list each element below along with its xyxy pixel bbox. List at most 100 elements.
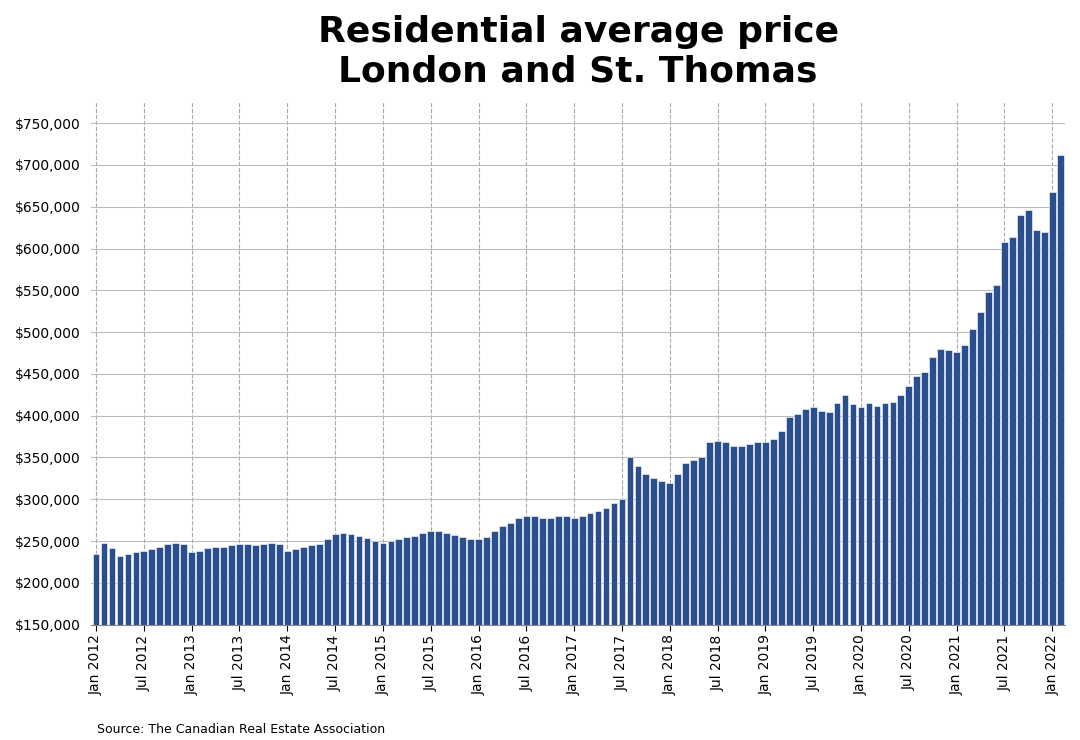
Bar [244,544,251,625]
Bar [546,518,554,625]
Bar [507,522,514,625]
Bar [858,407,864,625]
Bar [666,482,673,625]
Bar [1009,237,1016,625]
Bar [683,463,689,625]
Bar [954,352,960,625]
Bar [921,372,928,625]
Bar [1025,210,1031,625]
Bar [914,376,920,625]
Bar [826,411,833,625]
Bar [284,551,291,625]
Bar [515,518,522,625]
Bar [699,457,705,625]
Bar [324,539,330,625]
Bar [850,404,856,625]
Bar [443,533,450,625]
Bar [635,466,642,625]
Bar [714,441,721,625]
Bar [1032,230,1040,625]
Bar [468,539,474,625]
Bar [865,403,873,625]
Bar [483,537,490,625]
Bar [140,551,147,625]
Bar [260,545,267,625]
Bar [180,544,187,625]
Bar [173,542,179,625]
Bar [355,536,363,625]
Bar [579,516,585,625]
Bar [881,403,889,625]
Bar [419,533,427,625]
Bar [738,445,745,625]
Bar [379,542,387,625]
Bar [762,443,769,625]
Bar [1017,215,1024,625]
Bar [539,518,545,625]
Bar [220,547,227,625]
Bar [1001,242,1008,625]
Bar [372,541,378,625]
Bar [228,545,235,625]
Bar [945,351,953,625]
Bar [459,537,465,625]
Bar [268,542,274,625]
Bar [650,477,658,625]
Bar [300,547,307,625]
Bar [961,346,968,625]
Bar [586,513,594,625]
Bar [204,548,211,625]
Bar [690,460,697,625]
Bar [555,516,562,625]
Bar [237,545,243,625]
Bar [531,516,538,625]
Bar [499,526,505,625]
Bar [411,536,418,625]
Bar [977,312,984,625]
Bar [874,406,880,625]
Bar [1049,192,1055,625]
Bar [563,516,569,625]
Bar [810,407,816,625]
Bar [388,541,394,625]
Bar [754,443,760,625]
Bar [164,544,171,625]
Bar [292,549,299,625]
Bar [276,545,283,625]
Bar [778,431,785,625]
Bar [786,417,793,625]
Bar [523,516,529,625]
Bar [348,534,354,625]
Bar [969,329,976,625]
Bar [197,551,203,625]
Bar [340,533,347,625]
Bar [834,403,840,625]
Bar [610,503,618,625]
Bar [1057,155,1064,625]
Bar [428,531,434,625]
Text: Source: The Canadian Real Estate Association: Source: The Canadian Real Estate Associa… [97,723,386,736]
Bar [603,508,609,625]
Bar [937,349,944,625]
Bar [794,414,800,625]
Bar [315,544,323,625]
Bar [133,552,139,625]
Bar [897,395,904,625]
Bar [619,500,625,625]
Bar [332,534,338,625]
Bar [994,286,1000,625]
Bar [570,518,578,625]
Bar [93,554,99,625]
Bar [451,535,458,625]
Bar [985,292,991,625]
Bar [364,538,370,625]
Bar [157,547,163,625]
Bar [626,457,633,625]
Bar [930,357,936,625]
Bar [124,554,132,625]
Bar [643,474,649,625]
Bar [770,439,777,625]
Bar [1041,232,1048,625]
Bar [746,444,753,625]
Bar [595,511,602,625]
